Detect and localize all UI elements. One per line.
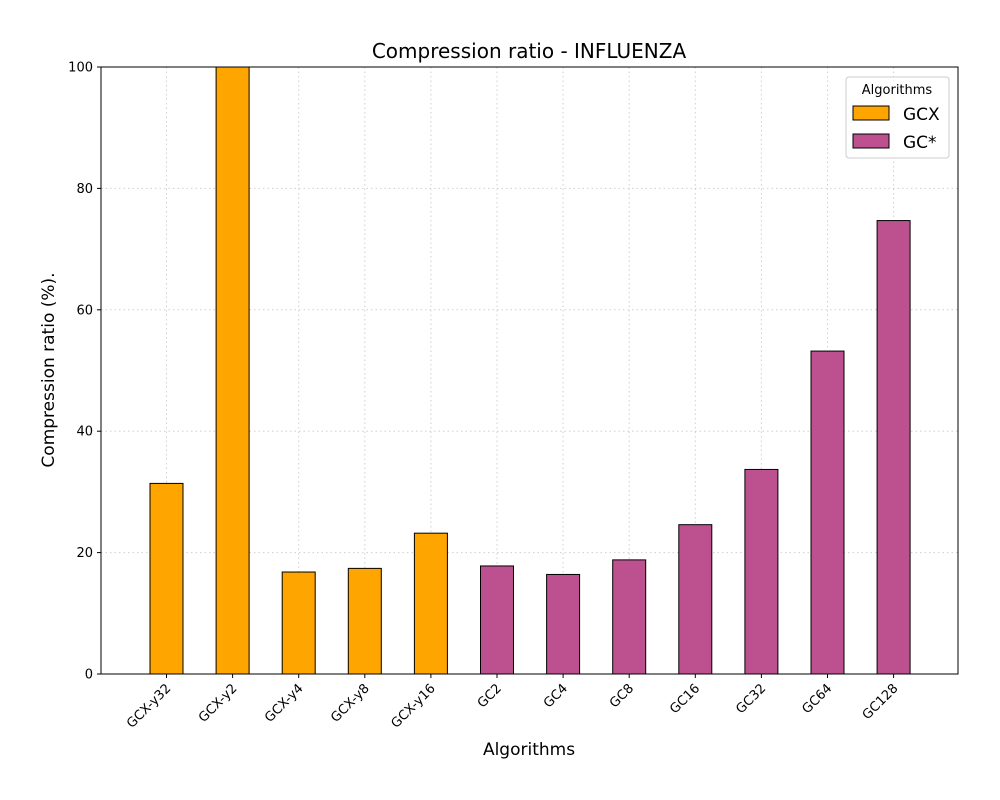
bar-gcx-y8 (347, 567, 382, 675)
legend-swatch-gc-star (852, 133, 890, 149)
bar-gcx-y32 (149, 482, 184, 675)
legend-title: Algorithms (862, 83, 933, 98)
bar-gc2 (480, 565, 514, 675)
legend-label-gc-star: GC* (903, 133, 937, 153)
bar-gc128 (876, 220, 911, 675)
bar-gc8 (612, 559, 647, 675)
y-axis: 0 20 40 60 80 100 (68, 61, 101, 683)
bar-gc16 (678, 524, 713, 675)
bar-gcx-y2 (215, 66, 250, 675)
chart-title: Compression ratio - INFLUENZA (372, 39, 687, 63)
bar-gcx-y16 (413, 532, 448, 675)
y-tick-label: 40 (76, 425, 93, 440)
y-tick-label: 80 (76, 182, 93, 197)
plot-frame (100, 66, 959, 675)
legend-swatch-gcx (852, 105, 890, 121)
bar-gc64 (810, 350, 845, 675)
x-axis-title: Algorithms (483, 740, 575, 760)
y-tick-label: 100 (68, 61, 93, 76)
bars (149, 66, 911, 675)
y-tick-label: 0 (85, 668, 93, 683)
bar-gc32 (744, 468, 779, 675)
y-tick-label: 20 (76, 546, 93, 561)
bar-gcx-y4 (281, 571, 316, 675)
y-tick-label: 60 (76, 303, 93, 318)
legend-label-gcx: GCX (903, 105, 940, 125)
bar-gc4 (546, 573, 581, 675)
legend: Algorithms GCX GC* (845, 76, 950, 159)
y-axis-title: Compression ratio (%). (39, 272, 59, 467)
